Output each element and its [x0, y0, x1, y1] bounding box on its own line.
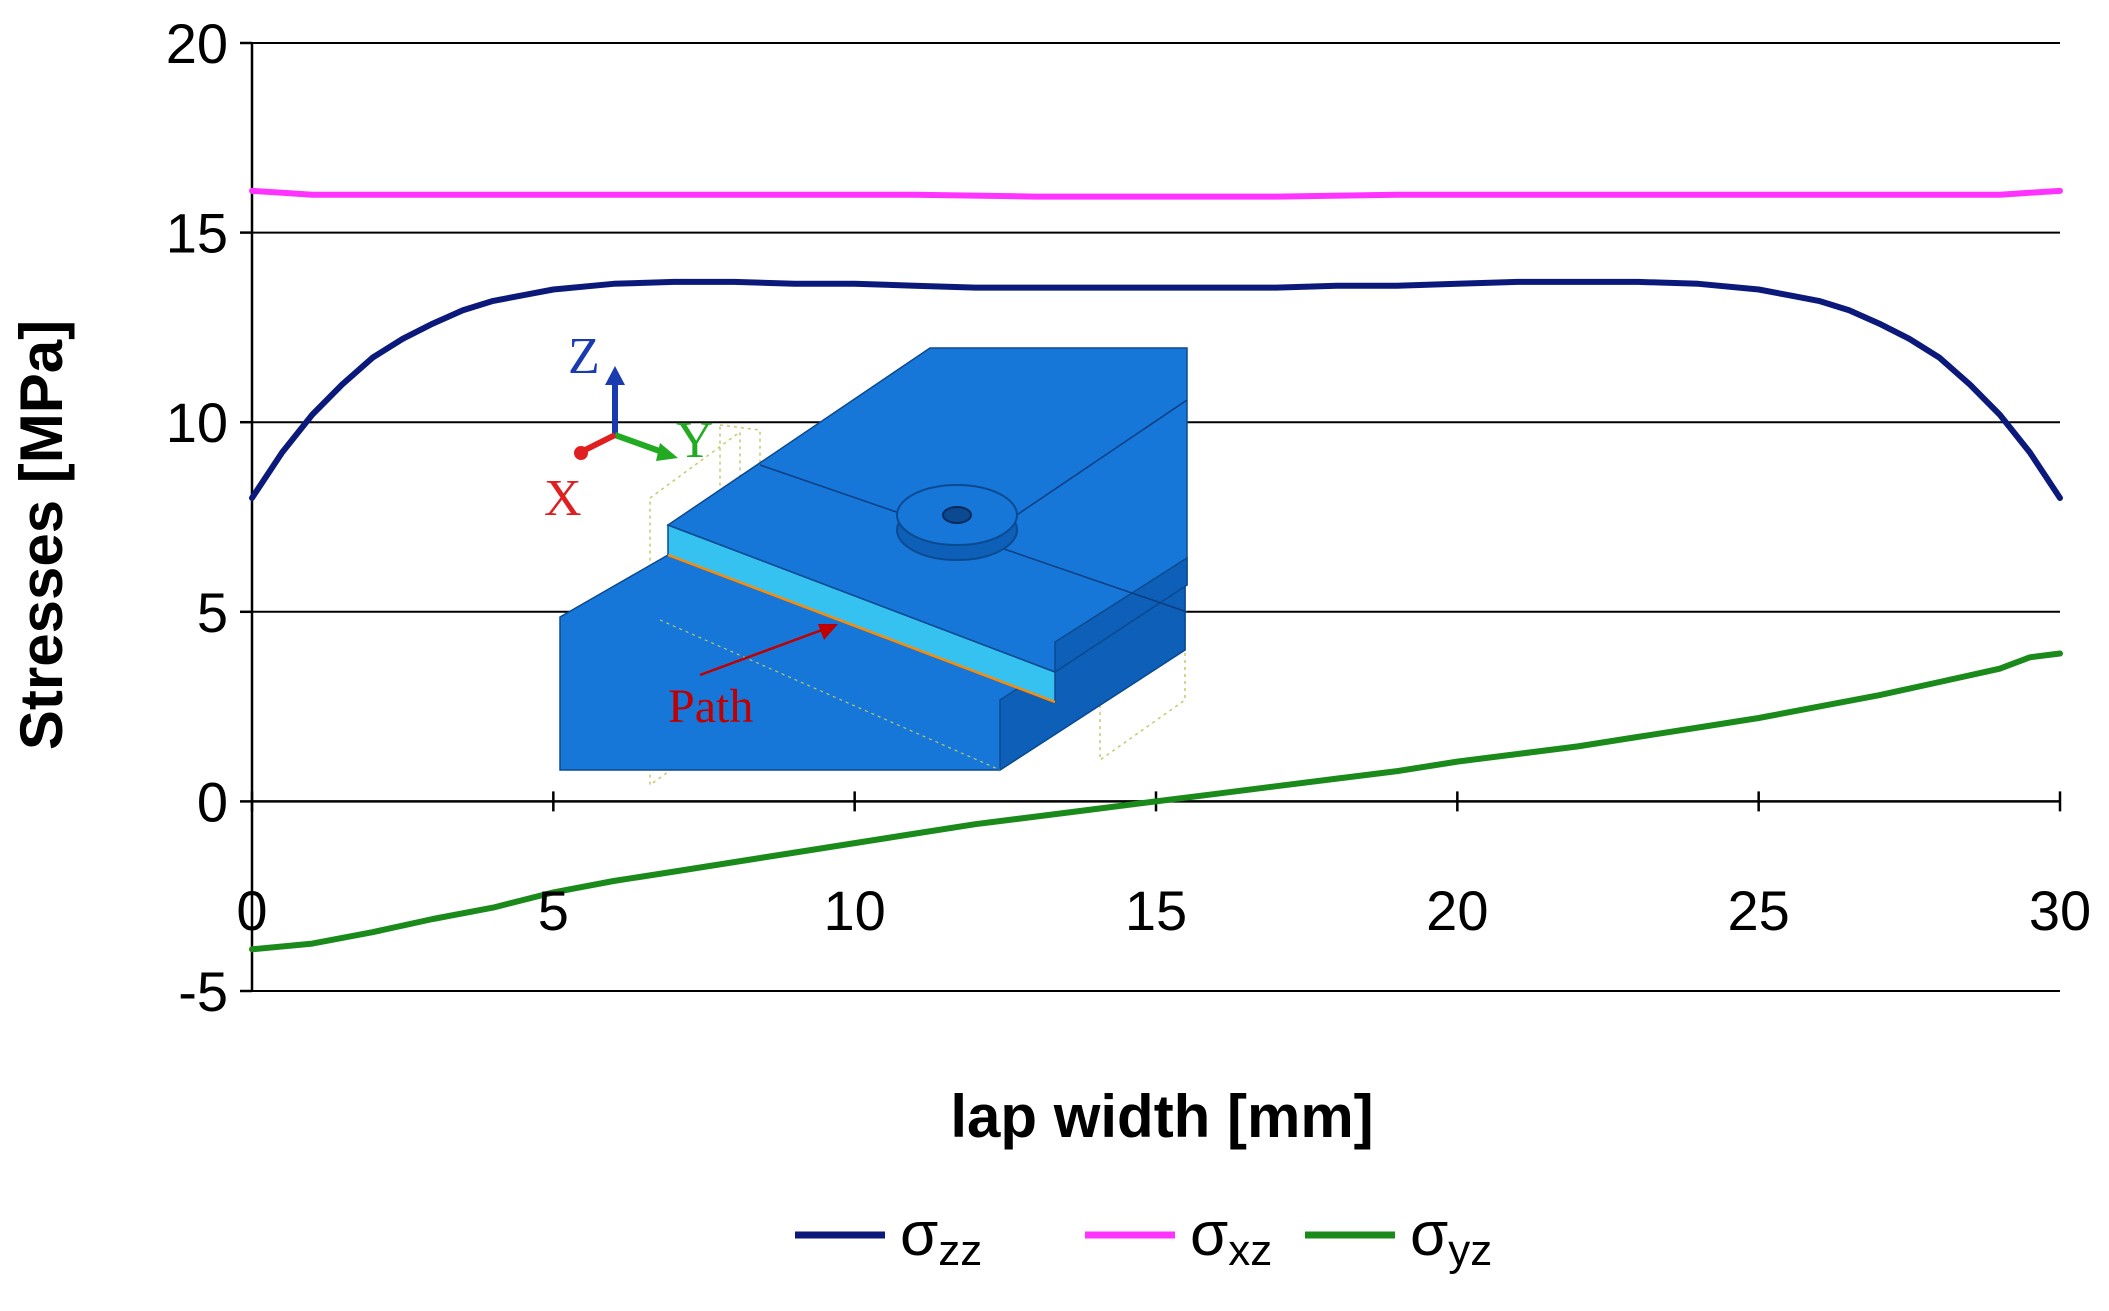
series-line-yz — [249, 650, 2063, 953]
inset-x-label: X — [544, 470, 582, 527]
legend-label-xz: σxz — [1190, 1200, 1272, 1275]
inset-z-label: Z — [568, 328, 600, 385]
top-plate-side — [1054, 556, 1188, 674]
x-tick-label-10: 10 — [824, 879, 886, 942]
y-axis-arrow-head — [656, 443, 678, 461]
x-axis-title: lap width [mm] — [950, 1083, 1373, 1150]
y-axis-arrow — [613, 432, 667, 456]
legend-label-zz: σzz — [900, 1200, 982, 1275]
x-axis-arrow-head — [574, 446, 588, 460]
y-tick-label--5: -5 — [178, 960, 228, 1023]
series-lines — [249, 187, 2063, 953]
inset-model-figure: Path Z Y X — [544, 328, 1188, 787]
bolt-hole — [942, 506, 972, 524]
series-line-zz — [249, 278, 2063, 501]
y-axis-title: Stresses [MPa] — [8, 320, 75, 750]
path-arrow-head — [818, 624, 838, 640]
y-tick-label-0: 0 — [197, 770, 228, 833]
x-axis-arrow — [583, 432, 617, 453]
legend-label-yz: σyz — [1410, 1200, 1492, 1275]
path-arrow-line — [699, 625, 831, 677]
x-tick-label-20: 20 — [1426, 879, 1488, 942]
x-tick-label-5: 5 — [538, 879, 569, 942]
series-line-xz — [249, 187, 2063, 200]
y-tick-label-15: 15 — [166, 202, 228, 265]
plate-line-3 — [659, 619, 1001, 771]
bond-path-line — [667, 553, 1056, 704]
x-tick-label-30: 30 — [2029, 879, 2091, 942]
x-tick-label-25: 25 — [1728, 879, 1790, 942]
z-axis-arrow-head — [605, 366, 625, 385]
y-tick-label-10: 10 — [166, 391, 228, 454]
y-tick-label-5: 5 — [197, 581, 228, 644]
inset-y-label: Y — [676, 412, 714, 469]
y-tick-label-20: 20 — [166, 12, 228, 75]
x-tick-label-15: 15 — [1125, 879, 1187, 942]
x-tick-label-0: 0 — [236, 879, 267, 942]
path-label: Path — [668, 680, 753, 733]
legend: σzz σxz σyz — [795, 1200, 1492, 1275]
